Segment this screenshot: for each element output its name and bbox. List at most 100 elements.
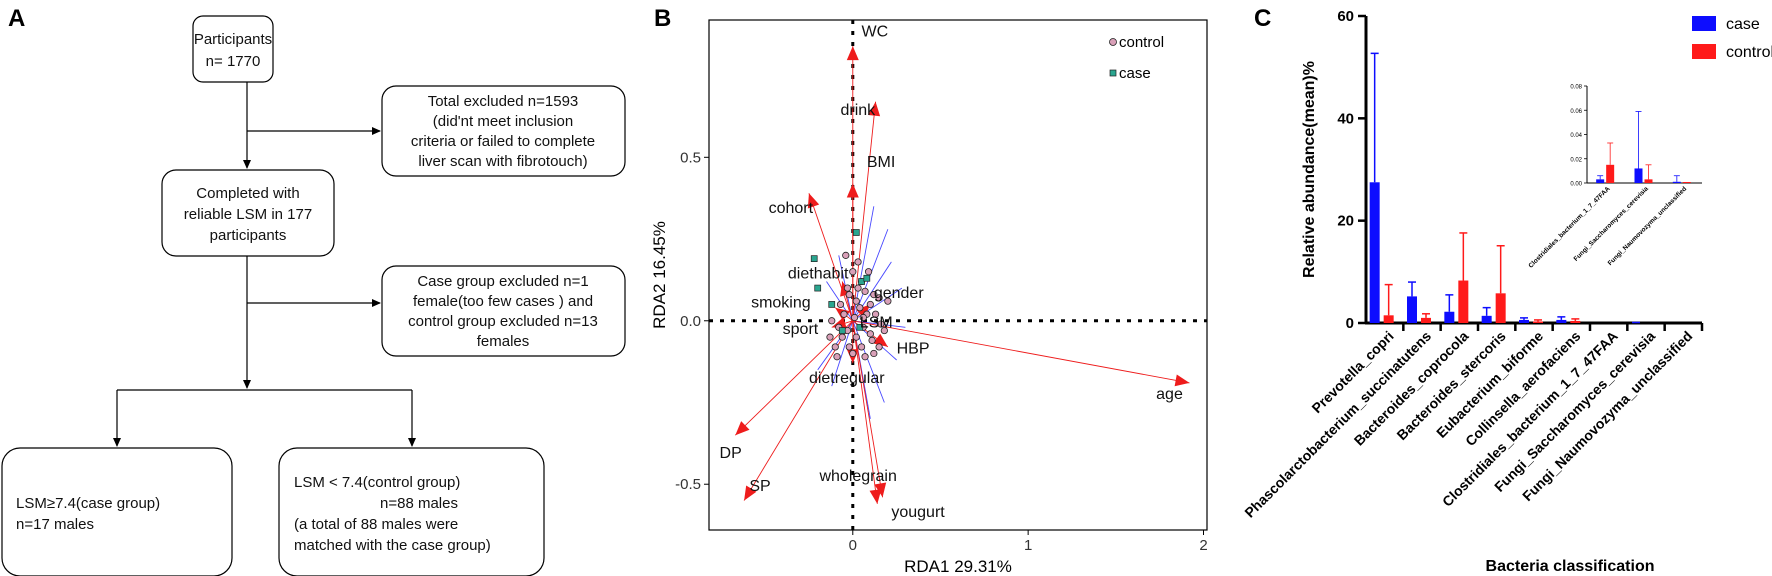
participants-line-1: Participants [194, 31, 272, 48]
rda-point-control [857, 343, 866, 351]
rda-arrow-label: wholegrain [818, 468, 896, 485]
bar-control [1458, 280, 1469, 323]
rda-arrowhead-DP [735, 421, 750, 436]
excluded-line-2: (did'nt meet inclusion [433, 113, 573, 130]
rda-point-control [854, 284, 862, 292]
inset-bar-case [1672, 181, 1681, 183]
bar-legend-label-case: case [1726, 16, 1760, 33]
completed-line-2: reliable LSM in 177 [184, 206, 312, 223]
bar-legend-label-control: control [1726, 44, 1772, 61]
rda-point-control [828, 317, 836, 325]
rda-legend-label-control: control [1119, 34, 1164, 51]
bar-ytick-label: 20 [1337, 213, 1354, 230]
bar-ytick-label: 40 [1337, 110, 1354, 127]
rda-point-control [875, 294, 883, 302]
bar-control [1570, 320, 1581, 323]
bar-ytick-label: 60 [1337, 8, 1354, 25]
case-group-line-1: LSM≥7.4(case group) [16, 495, 160, 512]
rda-x-axis-label: RDA1 29.31% [904, 557, 1012, 576]
bar-case [1407, 296, 1417, 323]
rda-arrow-label: sport [783, 321, 819, 338]
bar-case [1481, 315, 1492, 323]
rda-arrow-label: gender [874, 285, 924, 302]
bar-control [1495, 293, 1506, 323]
rda-arrow-label: cohort [769, 200, 814, 217]
bar-x-axis-label: Bacteria classification [1486, 558, 1655, 575]
rda-arrow-label: LSM [860, 314, 893, 331]
rda-point-control [849, 268, 857, 276]
bar-control [1383, 315, 1394, 323]
rda-arrow-SP [743, 320, 854, 501]
box-participants [192, 15, 274, 83]
rda-arrowhead-yougurt [874, 482, 887, 498]
rda-point-control [870, 349, 878, 358]
rda-arrowhead-gender [855, 304, 871, 319]
rda-arrow-label: age [1156, 386, 1183, 403]
rda-point-control [852, 297, 860, 305]
rda-point-control [845, 343, 853, 351]
bar-case [1369, 182, 1380, 323]
rda-arrowhead-wholegrain [869, 489, 882, 504]
rda-legend-marker-control [1109, 38, 1117, 46]
case-excluded-line-2: female(too few cases ) and [413, 293, 593, 310]
rda-point-case [810, 255, 818, 263]
rda-point-control [849, 349, 857, 358]
bar-y-axis-label: Relative abundance(mean)% [1301, 61, 1318, 278]
bar-chart: 0 20 40 60 Relative abundance(mean)% Bacteria… [1241, 8, 1772, 575]
rda-point-control [877, 320, 885, 328]
box-case-excluded [381, 265, 626, 357]
rda-point-control [826, 333, 834, 341]
rda-arrow-label: BMI [867, 154, 895, 171]
rda-xtick-label: 2 [1199, 537, 1207, 554]
rda-point-control [870, 291, 878, 299]
rda-point-control [833, 353, 841, 361]
box-completed [161, 169, 335, 257]
rda-point-case [838, 327, 846, 334]
inset-ytick-label: 0.02 [1570, 157, 1582, 163]
rda-arrow-label: smoking [751, 295, 811, 312]
rda-legend-label-case: case [1119, 65, 1151, 82]
inset-category-label: Fungi_Saccharomyces_cerevisia [1573, 185, 1651, 263]
bar-control [1533, 321, 1543, 323]
rda-arrow-yougurt [852, 320, 884, 498]
rda-point-control [884, 297, 892, 305]
completed-line-1: Completed with [196, 185, 299, 202]
rda-point-case [814, 284, 822, 292]
bar-control [1421, 317, 1431, 323]
rda-arrow-wholegrain [852, 320, 878, 504]
rda-point-control [838, 333, 846, 341]
rda-point-control [852, 333, 860, 341]
rda-point-control [866, 330, 874, 338]
rda-arrow-label: HBP [897, 340, 930, 357]
rda-arrow-label: SP [749, 478, 770, 495]
inset-bar-control [1644, 179, 1653, 183]
rda-point-case [863, 274, 871, 282]
bar-legend-swatch-control [1692, 44, 1716, 59]
inset-ytick-label: 0.00 [1570, 182, 1582, 188]
rda-ytick-label: -0.5 [675, 476, 701, 493]
rda-point-control [868, 336, 876, 344]
rda-y-axis-label: RDA2 16.45% [650, 221, 669, 329]
excluded-line-1: Total excluded n=1593 [428, 93, 579, 110]
rda-legend-marker-case [1109, 69, 1117, 77]
rda-point-control [831, 343, 839, 351]
excluded-line-3: criteria or failed to complete [411, 133, 595, 150]
rda-arrowhead-SP [744, 485, 757, 501]
rda-point-control [866, 300, 874, 309]
control-group-line-1: LSM < 7.4(control group) [294, 474, 460, 491]
rda-xtick-label: 1 [1024, 537, 1032, 554]
rda-arrow-label: WC [862, 23, 889, 40]
flowchart [1, 15, 626, 576]
rda-point-control [861, 353, 869, 361]
rda-arrow-age [852, 320, 1190, 384]
inset-ytick-label: 0.08 [1570, 85, 1582, 91]
rda-point-control [845, 291, 853, 299]
rda-point-control [840, 310, 848, 318]
bar-case [1444, 311, 1455, 323]
rda-arrow-label: diethabit [788, 265, 849, 282]
panel-label-a: A [8, 5, 25, 32]
control-group-line-4: matched with the case group) [294, 537, 491, 554]
box-control-group [278, 447, 545, 576]
control-group-line-3: (a total of 88 males were [294, 516, 458, 533]
inset-category-label: Fungi_Naumovozyma_unclassified [1607, 185, 1689, 267]
